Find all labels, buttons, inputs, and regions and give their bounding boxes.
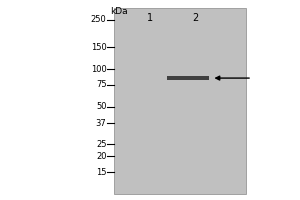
Text: 37: 37: [96, 119, 106, 128]
Text: 250: 250: [91, 15, 106, 24]
Text: 50: 50: [96, 102, 106, 111]
Text: 100: 100: [91, 65, 106, 74]
Text: 150: 150: [91, 43, 106, 52]
Text: 2: 2: [192, 13, 198, 23]
Text: 1: 1: [147, 13, 153, 23]
Text: 75: 75: [96, 80, 106, 89]
Bar: [114, 8, 246, 194]
Text: 20: 20: [96, 152, 106, 161]
Text: 25: 25: [96, 140, 106, 149]
Text: kDa: kDa: [110, 7, 127, 17]
Text: 15: 15: [96, 168, 106, 177]
